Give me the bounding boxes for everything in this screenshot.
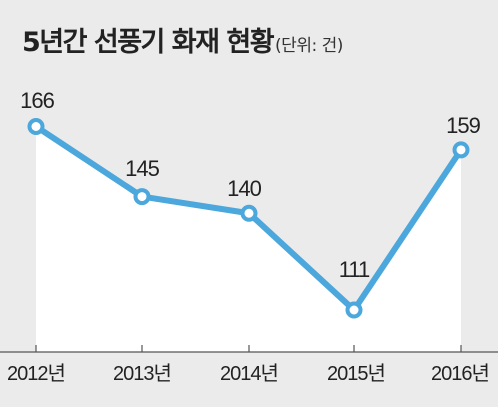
- data-point: [133, 188, 151, 206]
- data-point: [452, 141, 470, 159]
- data-label: 140: [227, 176, 261, 201]
- chart-area-fill: [36, 126, 461, 352]
- data-point: [240, 204, 258, 222]
- data-point: [27, 118, 45, 135]
- data-point: [345, 301, 363, 319]
- x-tick-label: 2015년: [327, 362, 385, 385]
- x-tick-label: 2013년: [113, 362, 171, 385]
- title-block: 5년간 선풍기 화재 현황 (단위: 건): [22, 20, 343, 59]
- data-label: 166: [20, 88, 54, 113]
- data-label: 145: [125, 156, 159, 181]
- data-label: 159: [446, 113, 480, 138]
- chart-title: 5년간 선풍기 화재 현황: [22, 27, 275, 58]
- x-tick-label: 2014년: [220, 362, 278, 385]
- x-tick-label: 2012년: [7, 362, 65, 385]
- unit-note: (단위: 건): [275, 36, 343, 56]
- data-label: 111: [339, 257, 370, 282]
- x-tick-label: 2016년: [431, 362, 489, 385]
